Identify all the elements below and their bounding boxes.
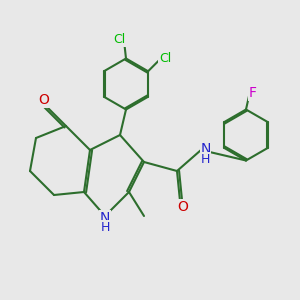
Text: O: O	[178, 200, 188, 214]
Text: Cl: Cl	[159, 52, 171, 65]
Text: O: O	[38, 94, 49, 107]
Text: H: H	[100, 221, 110, 234]
Text: H: H	[201, 153, 210, 166]
Text: F: F	[249, 86, 256, 100]
Text: N: N	[200, 142, 211, 156]
Text: Cl: Cl	[113, 33, 125, 46]
Text: N: N	[100, 211, 110, 224]
